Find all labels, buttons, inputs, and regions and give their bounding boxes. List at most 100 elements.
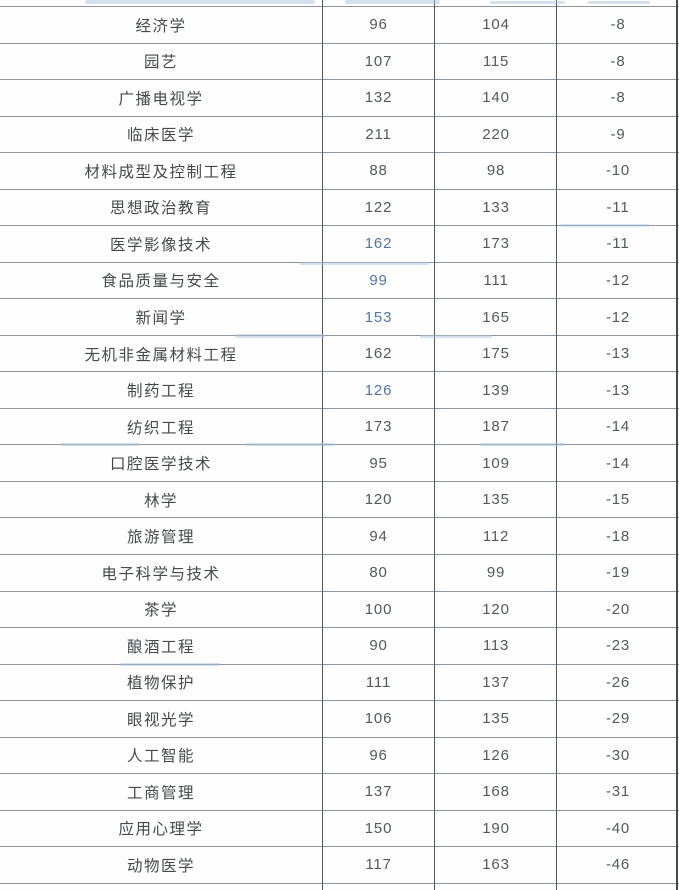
table-row: 园艺 107 115 -8: [0, 42, 679, 80]
scan-artifact-streak: [345, 0, 440, 4]
major-cell: 植物保护: [126, 675, 195, 693]
value2-cell: 126: [482, 746, 510, 764]
diff-cell: -9: [610, 125, 626, 143]
value1-cell: 99: [369, 271, 388, 289]
table-row: 纺织工程 173 187 -14: [0, 407, 679, 445]
major-cell: 园艺: [143, 54, 178, 72]
major-cell: 广播电视学: [118, 90, 204, 108]
value1-cell: 96: [369, 16, 388, 34]
major-cell: 眼视光学: [126, 711, 195, 729]
diff-cell: -8: [610, 16, 626, 34]
major-cell: 思想政治教育: [109, 200, 212, 218]
value1-cell: 162: [364, 235, 393, 253]
value1-cell: 96: [369, 746, 388, 764]
value2-cell: 163: [482, 856, 510, 874]
value1-cell: 126: [364, 381, 393, 399]
diff-cell: -12: [605, 271, 631, 289]
table-row: 应用心理学 150 190 -40: [0, 809, 679, 847]
value2-cell: 113: [482, 637, 510, 655]
value2-cell: 135: [482, 710, 510, 728]
diff-cell: -40: [605, 819, 631, 837]
value2-cell: 220: [482, 125, 510, 143]
diff-cell: -46: [605, 856, 631, 874]
diff-cell: -13: [605, 381, 631, 399]
value2-cell: 98: [486, 162, 506, 180]
major-cell: 医学影像技术: [109, 236, 212, 254]
table-row: 眼视光学 106 135 -29: [0, 700, 679, 737]
table-row: 新闻学 153 165 -12: [0, 298, 679, 335]
diff-cell: -19: [605, 564, 631, 582]
table-row: 无机非金属材料工程 162 175 -13: [0, 334, 679, 372]
value2-cell: 120: [482, 600, 510, 618]
major-cell: 动物医学: [126, 857, 195, 875]
table-row: 林学 120 135 -15: [0, 480, 679, 518]
major-cell: 无机非金属材料工程: [84, 346, 238, 364]
value1-cell: 90: [369, 637, 388, 655]
table-row: 人工智能 96 126 -30: [0, 736, 679, 774]
table-row: 制药工程 126 139 -13: [0, 371, 679, 408]
value1-cell: 107: [364, 52, 393, 70]
major-cell: 口腔医学技术: [109, 456, 212, 474]
diff-cell: -15: [605, 491, 631, 509]
scan-artifact-streak: [85, 0, 315, 4]
value2-cell: 187: [482, 418, 510, 436]
value2-cell: 165: [482, 308, 510, 326]
value2-cell: 111: [483, 271, 509, 289]
diff-cell: -8: [610, 52, 626, 70]
table-row: 临床医学 211 220 -9: [0, 115, 679, 153]
value2-cell: 112: [482, 527, 510, 545]
major-cell: 新闻学: [135, 310, 187, 328]
diff-cell: -11: [606, 235, 630, 253]
table-row: 材料成型及控制工程 88 98 -10: [0, 152, 679, 189]
scan-artifact-streak: [588, 1, 650, 4]
value2-cell: 109: [482, 454, 510, 472]
value1-cell: 80: [369, 564, 388, 582]
value2-cell: 168: [482, 783, 510, 801]
diff-cell: -13: [605, 345, 631, 363]
major-cell: 林学: [143, 492, 178, 510]
value2-cell: 137: [482, 673, 510, 691]
value1-cell: 120: [364, 491, 393, 509]
diff-cell: -14: [605, 454, 631, 472]
value2-cell: 99: [486, 564, 506, 582]
value2-cell: 140: [482, 89, 510, 107]
major-cell: 临床医学: [126, 127, 195, 145]
diff-cell: -10: [605, 162, 631, 180]
diff-cell: -8: [610, 89, 626, 107]
value1-cell: 137: [364, 783, 393, 801]
value1-cell: 106: [364, 710, 393, 728]
diff-cell: -30: [605, 746, 631, 764]
value1-cell: 94: [369, 527, 388, 545]
value1-cell: 153: [364, 308, 393, 326]
value2-cell: 190: [482, 819, 510, 837]
value2-cell: 173: [482, 235, 510, 253]
table-row: 食品质量与安全 99 111 -12: [0, 261, 679, 299]
value1-cell: 211: [365, 125, 392, 143]
major-cell: 工商管理: [126, 784, 195, 802]
table-row: 广播电视学 132 140 -8: [0, 79, 679, 116]
value1-cell: 122: [364, 198, 393, 216]
value1-cell: 162: [364, 345, 393, 363]
value1-cell: 132: [364, 89, 393, 107]
value2-cell: 115: [482, 52, 510, 70]
diff-cell: -11: [606, 198, 630, 216]
value2-cell: 133: [482, 198, 510, 216]
diff-cell: -14: [605, 418, 631, 436]
major-cell: 纺织工程: [126, 419, 195, 437]
major-cell: 茶学: [143, 602, 178, 620]
value2-cell: 139: [482, 381, 510, 399]
major-cell: 经济学: [135, 17, 187, 35]
diff-cell: -26: [605, 673, 631, 691]
column-divider-2: [434, 0, 435, 890]
major-cell: 旅游管理: [126, 529, 195, 547]
table-row: 旅游管理 94 112 -18: [0, 517, 679, 554]
value1-cell: 111: [365, 673, 392, 691]
table-row: 动物医学 117 163 -46: [0, 846, 679, 883]
value2-cell: 135: [482, 491, 510, 509]
major-cell: 人工智能: [126, 748, 195, 766]
value1-cell: 100: [364, 600, 393, 618]
table-row: 经济学 96 104 -8: [0, 6, 679, 43]
table-row: 思想政治教育 122 133 -11: [0, 188, 679, 226]
table-right-border: [676, 0, 678, 890]
